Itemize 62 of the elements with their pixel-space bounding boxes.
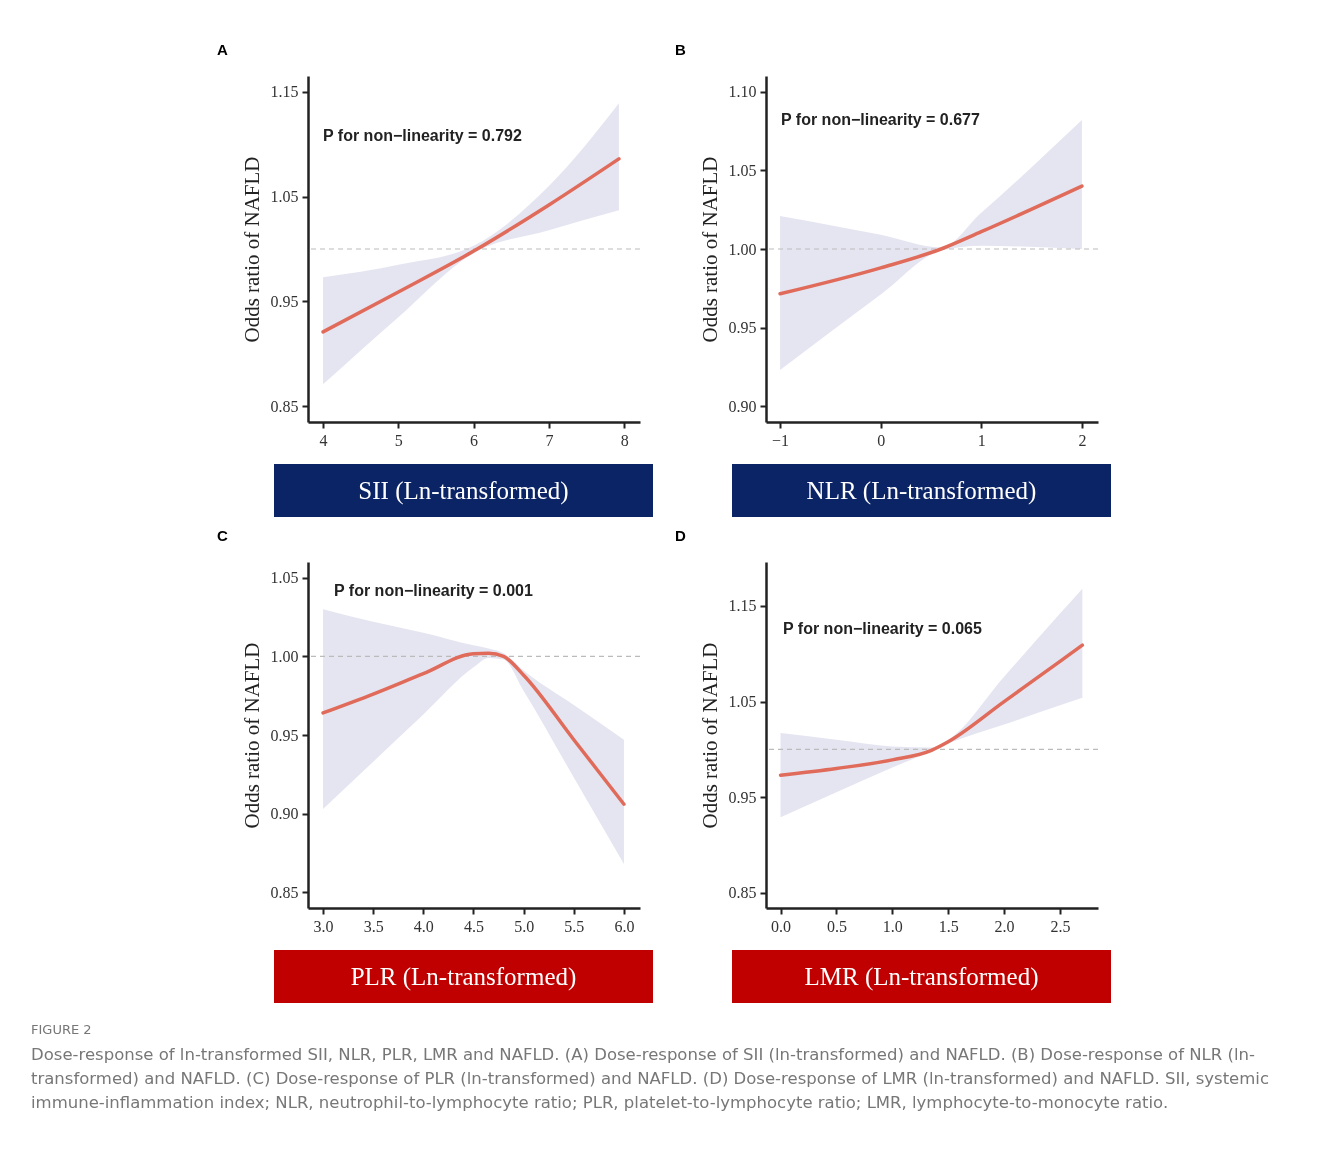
y-tick-label: 1.10 (728, 83, 757, 101)
x-tick-label: 0.0 (771, 917, 792, 935)
y-tick-label: 0.85 (270, 397, 299, 415)
y-axis-title: Odds ratio of NAFLD (697, 156, 722, 343)
y-axis-title: Odds ratio of NAFLD (239, 156, 264, 343)
x-tick-label: 8 (620, 431, 629, 449)
x-tick-label: 1 (977, 431, 986, 449)
y-tick-label: 1.00 (728, 240, 757, 258)
chart-title: D (675, 527, 686, 544)
x-tick-label: 6.0 (614, 917, 635, 935)
y-tick-label: 1.05 (728, 693, 757, 711)
x-tick-label: 7 (545, 431, 554, 449)
y-tick-label: 1.05 (270, 569, 299, 587)
y-tick-label: 0.95 (728, 319, 757, 337)
line-series (778, 643, 1085, 777)
y-axis-title: Odds ratio of NAFLD (239, 642, 264, 829)
y-axis-title: Odds ratio of NAFLD (697, 642, 722, 829)
y-tick-label: 0.95 (728, 788, 757, 806)
chart-title: A (217, 41, 228, 58)
annotation: P for non−linearity = 0.001 (334, 582, 533, 599)
y-tick-label: 0.85 (728, 884, 757, 902)
x-tick-label: 1.5 (938, 917, 959, 935)
x-axis-title: NLR (Ln-transformed) (732, 464, 1111, 517)
x-tick-label: 5.0 (514, 917, 535, 935)
x-tick-label: 5 (394, 431, 403, 449)
annotation: P for non−linearity = 0.677 (781, 111, 980, 128)
x-tick-label: 3.0 (313, 917, 334, 935)
x-tick-label: 5.5 (564, 917, 585, 935)
y-tick-label: 1.05 (270, 188, 299, 206)
y-tick-label: 1.15 (728, 597, 757, 615)
x-tick-label: 0 (877, 431, 886, 449)
x-tick-label: 4.0 (413, 917, 434, 935)
y-tick-label: 1.00 (270, 647, 299, 665)
line-series (321, 157, 621, 334)
x-tick-label: 6 (470, 431, 479, 449)
y-tick-label: 1.05 (728, 161, 757, 179)
x-axis-title: LMR (Ln-transformed) (732, 950, 1111, 1003)
text: Dose-response of ln-transformed SII, NLR, PLR, LMR and NAFLD. (A) Dose-response of SII (ln-transformed) and NAFLD. (B) Dose-response of NLR (ln-transformed) and NAFLD. (C) Dose-response of PLR (ln-transformed) and NAFLD. (D) Dose-response of LMR (ln-transformed) and NAFLD. SII, systemic immune-inflammation index; NLR, neutrophil-to-lymphocyte ratio; PLR, platelet-to-lymphocyte ratio; LMR, lymphocyte-to-monocyte ratio. (31, 1044, 1270, 1114)
annotation: P for non−linearity = 0.065 (783, 620, 982, 637)
y-tick-label: 0.90 (728, 397, 757, 415)
x-tick-label: 0.5 (826, 917, 847, 935)
x-tick-label: 3.5 (363, 917, 384, 935)
line-series (321, 651, 626, 806)
x-tick-label: 4 (319, 431, 328, 449)
text: FIGURE 2 (31, 1022, 93, 1037)
chart-title: C (217, 527, 228, 544)
y-tick-label: 0.90 (270, 805, 299, 823)
x-tick-label: 2.5 (1050, 917, 1071, 935)
x-tick-label: 4.5 (464, 917, 484, 935)
chart-title: B (675, 41, 686, 58)
x-tick-label: 1.0 (882, 917, 903, 935)
x-axis-title: SII (Ln-transformed) (274, 464, 653, 517)
x-tick-label: −1 (772, 431, 790, 449)
annotation: P for non−linearity = 0.792 (323, 127, 522, 144)
y-tick-label: 0.95 (270, 292, 299, 310)
y-tick-label: 0.85 (270, 883, 299, 901)
y-tick-label: 1.15 (270, 83, 299, 101)
x-axis-title: PLR (Ln-transformed) (274, 950, 653, 1003)
x-tick-label: 2 (1078, 431, 1087, 449)
x-tick-label: 2.0 (994, 917, 1015, 935)
y-tick-label: 0.95 (270, 726, 299, 744)
line-series (778, 184, 1084, 296)
